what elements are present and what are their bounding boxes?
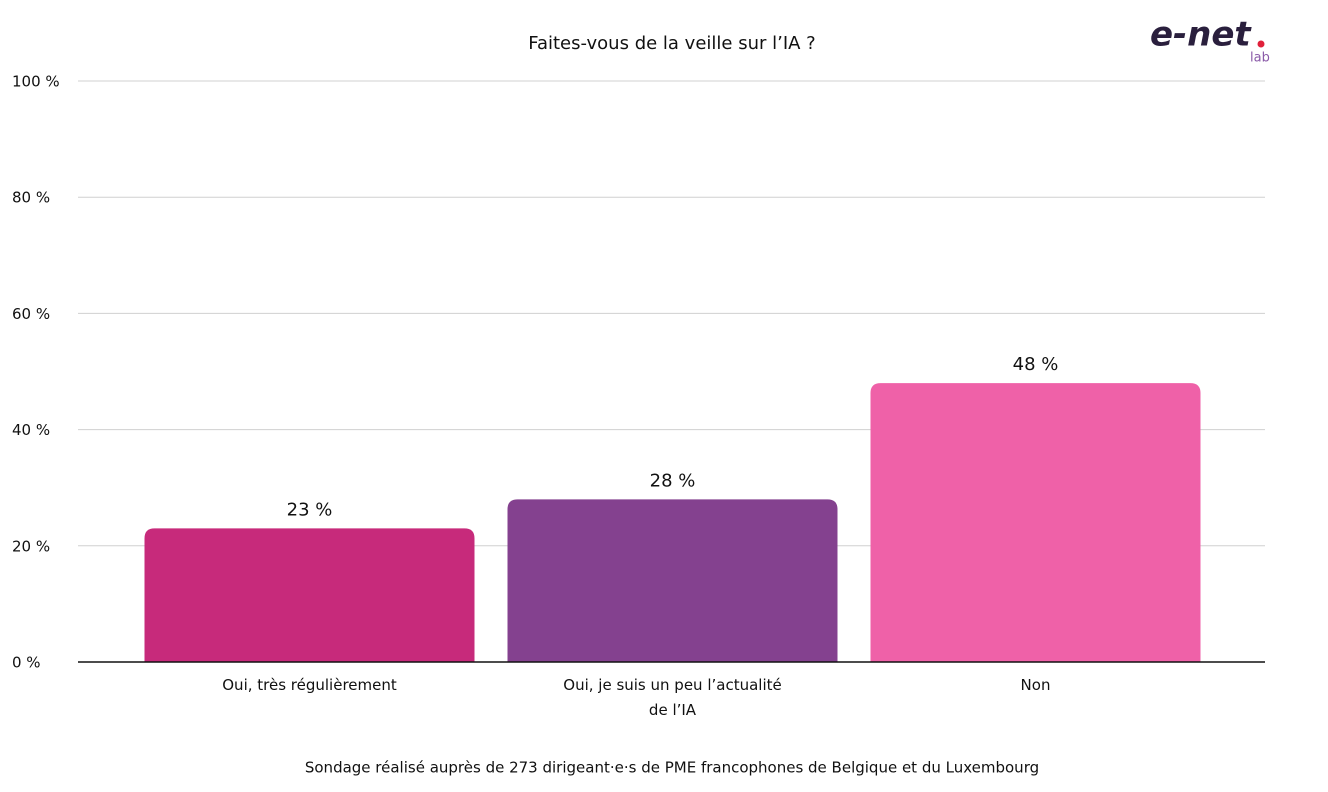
footnote: Sondage réalisé auprès de 273 dirigeant·… <box>305 759 1039 777</box>
bar <box>144 528 475 662</box>
x-tick-label-box: Non <box>1020 676 1051 694</box>
x-tick-label: Non <box>1020 676 1051 694</box>
x-tick-label: Oui, je suis un peu l’actualité de l’IA <box>563 676 782 719</box>
y-tick-label: 80 % <box>12 189 50 207</box>
y-tick-label: 20 % <box>12 537 50 555</box>
bar <box>507 499 838 662</box>
value-label: 23 % <box>287 499 333 520</box>
chart-title: Faites-vous de la veille sur l’IA ? <box>528 33 815 54</box>
x-tick-label-box: Oui, je suis un peu l’actualité de l’IA <box>563 676 782 719</box>
bar <box>870 383 1201 662</box>
y-tick-label: 0 % <box>12 654 41 672</box>
value-label: 28 % <box>650 470 696 491</box>
y-tick-label: 100 % <box>12 73 60 91</box>
x-tick-label-box: Oui, très régulièrement <box>222 676 397 694</box>
logo-sub: lab <box>1250 51 1270 66</box>
value-label: 48 % <box>1013 354 1059 375</box>
logo: e-net <box>1150 15 1252 55</box>
y-tick-label: 60 % <box>12 305 50 323</box>
x-tick-label: Oui, très régulièrement <box>222 676 397 694</box>
logo-dot <box>1257 40 1265 48</box>
y-tick-label: 40 % <box>12 421 50 439</box>
